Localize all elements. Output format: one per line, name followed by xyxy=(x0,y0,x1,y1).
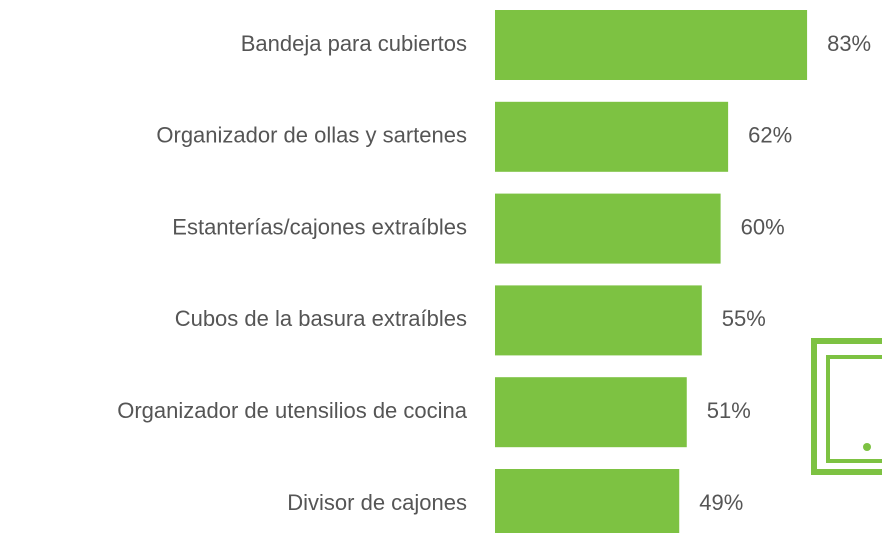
bar xyxy=(495,10,808,80)
door-knob xyxy=(863,443,871,451)
category-label: Divisor de cajones xyxy=(287,490,467,515)
category-label: Cubos de la basura extraíbles xyxy=(175,306,467,331)
category-label: Estanterías/cajones extraíbles xyxy=(172,214,467,239)
value-label: 60% xyxy=(741,214,785,239)
value-label: 49% xyxy=(699,490,743,515)
value-label: 55% xyxy=(722,306,766,331)
value-label: 83% xyxy=(827,31,871,56)
category-label: Organizador de utensilios de cocina xyxy=(117,398,468,423)
value-label: 62% xyxy=(748,123,792,148)
category-label: Bandeja para cubiertos xyxy=(241,31,467,56)
bar xyxy=(495,101,729,172)
bar xyxy=(495,285,702,356)
bar xyxy=(495,377,687,448)
door-panel xyxy=(826,355,882,463)
category-label: Organizador de ollas y sartenes xyxy=(156,123,467,148)
door-icon xyxy=(811,338,882,475)
bar xyxy=(495,193,721,264)
bar xyxy=(495,469,680,533)
value-label: 51% xyxy=(707,398,751,423)
door-frame xyxy=(811,338,882,475)
